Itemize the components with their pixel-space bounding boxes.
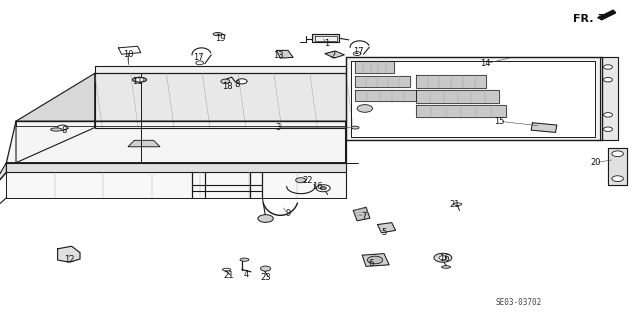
Text: 14: 14 xyxy=(480,59,490,68)
Ellipse shape xyxy=(240,258,249,261)
Text: 15: 15 xyxy=(494,117,504,126)
Text: 17: 17 xyxy=(193,53,204,62)
Ellipse shape xyxy=(442,266,451,268)
Text: 22: 22 xyxy=(302,176,312,185)
Polygon shape xyxy=(58,246,80,262)
Polygon shape xyxy=(312,34,339,42)
Polygon shape xyxy=(416,90,499,103)
Polygon shape xyxy=(0,163,6,193)
Circle shape xyxy=(434,253,452,262)
Polygon shape xyxy=(531,123,557,132)
Polygon shape xyxy=(6,121,346,163)
Circle shape xyxy=(258,215,273,222)
Polygon shape xyxy=(355,76,410,87)
Text: SE03-03702: SE03-03702 xyxy=(495,298,541,307)
Polygon shape xyxy=(355,90,416,101)
Text: 12: 12 xyxy=(64,256,74,264)
Text: 23: 23 xyxy=(260,273,271,282)
Circle shape xyxy=(196,61,204,65)
Text: 18: 18 xyxy=(222,82,232,91)
Text: 9: 9 xyxy=(285,209,291,218)
Ellipse shape xyxy=(213,33,222,36)
Circle shape xyxy=(612,176,623,182)
Polygon shape xyxy=(118,46,141,54)
Circle shape xyxy=(221,79,230,84)
Polygon shape xyxy=(351,61,595,137)
Circle shape xyxy=(367,256,383,264)
Text: 5: 5 xyxy=(381,228,387,237)
Circle shape xyxy=(260,266,271,271)
Circle shape xyxy=(320,187,326,190)
Polygon shape xyxy=(598,10,616,20)
Ellipse shape xyxy=(453,203,462,205)
Polygon shape xyxy=(325,51,344,58)
Polygon shape xyxy=(346,57,602,140)
Text: 19: 19 xyxy=(216,34,226,43)
Text: 21: 21 xyxy=(224,271,234,280)
Polygon shape xyxy=(362,254,389,266)
Circle shape xyxy=(612,151,623,157)
Text: 3: 3 xyxy=(276,123,281,132)
Polygon shape xyxy=(416,75,486,88)
Polygon shape xyxy=(378,223,396,233)
Text: 2: 2 xyxy=(330,51,335,60)
Circle shape xyxy=(353,52,361,56)
Ellipse shape xyxy=(51,128,62,131)
Text: 21: 21 xyxy=(449,200,460,209)
Text: 1: 1 xyxy=(324,39,329,48)
Polygon shape xyxy=(355,61,394,73)
Circle shape xyxy=(604,113,612,117)
Polygon shape xyxy=(276,50,293,58)
Circle shape xyxy=(316,185,330,192)
Text: 11: 11 xyxy=(132,77,143,86)
Polygon shape xyxy=(6,163,346,172)
Polygon shape xyxy=(95,73,346,128)
Polygon shape xyxy=(600,57,618,140)
Ellipse shape xyxy=(351,126,359,129)
Polygon shape xyxy=(16,73,95,163)
Polygon shape xyxy=(95,66,346,73)
Polygon shape xyxy=(416,105,506,117)
Circle shape xyxy=(357,105,372,112)
Ellipse shape xyxy=(223,268,231,271)
Circle shape xyxy=(439,256,447,260)
Text: 17: 17 xyxy=(353,47,364,56)
Polygon shape xyxy=(6,172,346,198)
Polygon shape xyxy=(315,36,337,41)
Circle shape xyxy=(604,127,612,131)
Text: 8: 8 xyxy=(234,80,239,89)
Circle shape xyxy=(58,125,68,130)
Circle shape xyxy=(296,178,306,183)
Text: 4: 4 xyxy=(244,270,249,279)
Ellipse shape xyxy=(132,77,147,82)
Text: 7: 7 xyxy=(361,212,366,221)
Circle shape xyxy=(604,78,612,82)
Text: 16: 16 xyxy=(440,254,450,263)
Text: 13: 13 xyxy=(273,51,284,60)
Text: 20: 20 xyxy=(590,158,600,167)
Text: 10: 10 xyxy=(123,50,133,59)
Polygon shape xyxy=(353,207,370,221)
Text: 16: 16 xyxy=(312,182,323,191)
Text: 8: 8 xyxy=(61,126,67,135)
Circle shape xyxy=(604,65,612,69)
Text: FR.: FR. xyxy=(573,14,594,24)
Polygon shape xyxy=(128,140,160,147)
Polygon shape xyxy=(608,148,627,185)
Text: 6: 6 xyxy=(369,259,374,268)
Circle shape xyxy=(237,79,247,84)
Circle shape xyxy=(135,78,144,82)
